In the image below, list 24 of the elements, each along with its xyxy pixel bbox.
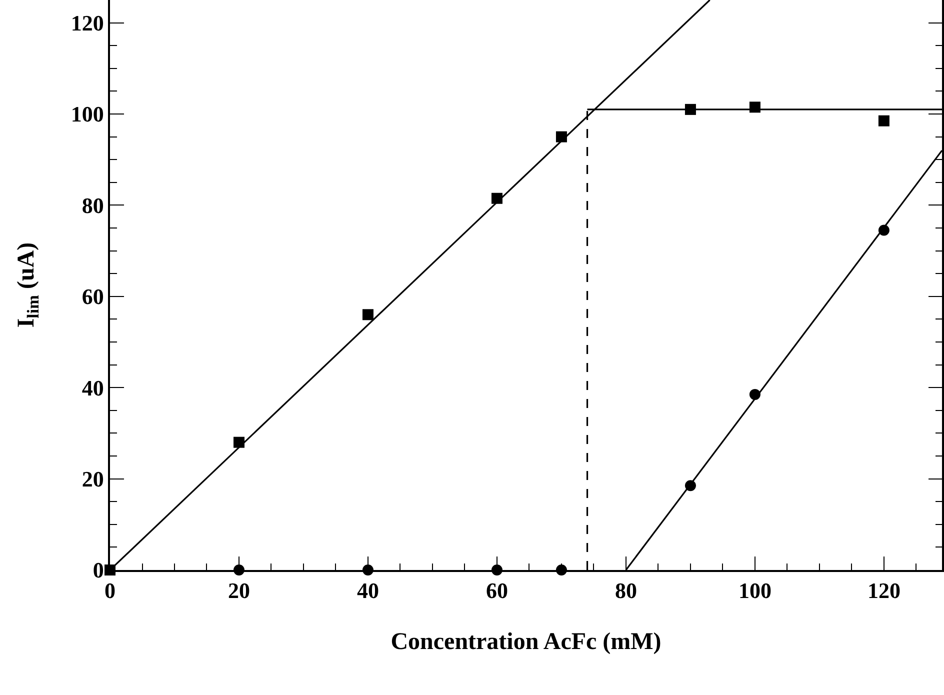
y-tick-label: 40 xyxy=(82,375,104,400)
x-tick-label: 100 xyxy=(738,578,772,604)
point xyxy=(878,224,890,236)
point xyxy=(684,104,696,115)
x-tick-label: 80 xyxy=(614,578,637,604)
point xyxy=(749,102,760,113)
x-tick-label: 40 xyxy=(356,578,379,604)
point xyxy=(491,192,502,204)
x-tick-label: 60 xyxy=(486,578,508,604)
point xyxy=(556,131,567,142)
y-tick-label: 60 xyxy=(82,284,104,310)
point xyxy=(749,388,760,400)
x-axis-title: Concentration AcFc (mM) xyxy=(390,628,662,655)
y-tick-label: 80 xyxy=(82,192,104,218)
y-tick-label: 20 xyxy=(82,466,104,492)
x-tick-label: 20 xyxy=(228,578,250,604)
point xyxy=(362,309,374,320)
point xyxy=(878,115,890,126)
point xyxy=(233,436,244,448)
y-tick-label: 120 xyxy=(70,10,104,36)
y-tick-label: 0 xyxy=(92,558,104,583)
x-tick-label: 120 xyxy=(867,578,900,604)
y-tick-label: 100 xyxy=(70,102,104,127)
point xyxy=(684,480,696,492)
